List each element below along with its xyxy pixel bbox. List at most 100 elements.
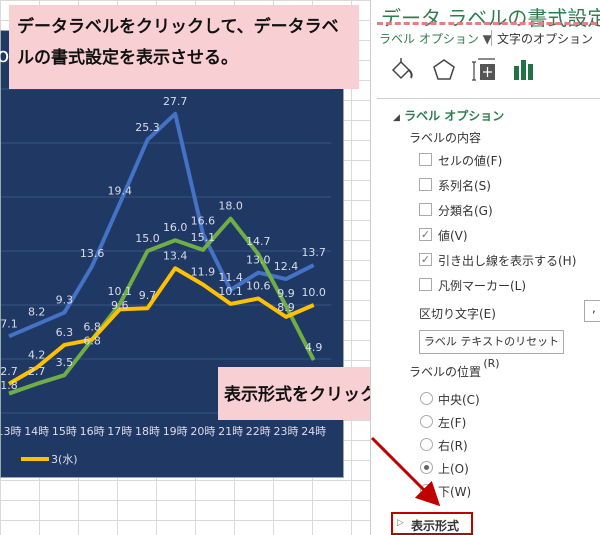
data-label: 19.4 [108, 184, 133, 197]
x-tick-label: 17時 [107, 425, 132, 438]
data-label: 13.4 [163, 249, 188, 262]
data-label: 7.1 [1, 317, 18, 330]
data-label: 9.3 [56, 294, 74, 307]
checkbox-label[interactable]: 分類名(G) [438, 204, 493, 218]
reset-label-text-button[interactable]: ラベル テキストのリセット(R) [419, 330, 564, 370]
data-label: 6.3 [56, 326, 74, 339]
fill-line-icon[interactable] [389, 56, 415, 84]
data-label: 14.7 [246, 235, 271, 248]
number-format-label: 表示形式 [411, 519, 460, 533]
data-label: 13.6 [80, 247, 105, 260]
data-label: 3.5 [56, 356, 74, 369]
dropdown-icon: ▼ [482, 32, 492, 46]
radio-label[interactable]: 中央(C) [438, 393, 480, 407]
label-contents-heading: ラベルの内容 [409, 131, 482, 145]
x-tick-label: 18時 [135, 425, 160, 438]
tab-label: ラベル オプション [379, 32, 479, 46]
checkbox-label[interactable]: 引き出し線を表示する(H) [438, 254, 577, 268]
checkbox-label[interactable]: セルの値(F) [438, 154, 503, 168]
data-label: 6.8 [83, 335, 101, 348]
radio-button[interactable] [420, 438, 433, 451]
tab-divider [491, 30, 492, 46]
effects-pentagon-icon[interactable] [431, 56, 457, 84]
radio-label[interactable]: 右(R) [438, 439, 468, 453]
data-label: 11.4 [218, 271, 243, 284]
line-chart[interactable]: o 13時14時15時16時17時18時19時20時21時22時23時24時 7.… [0, 30, 344, 478]
data-label: 16.0 [163, 221, 188, 234]
data-label: 13.7 [301, 246, 326, 259]
separator-label: 区切り文字(E) [419, 307, 496, 321]
format-data-labels-pane: データ ラベルの書式設定 ラベル オプション ▼ 文字のオプション ◢ ラベル … [370, 0, 600, 535]
collapse-triangle-icon: ◢ [393, 113, 400, 123]
pane-title: データ ラベルの書式設定 [381, 6, 600, 30]
x-tick-label: 23時 [274, 425, 299, 438]
x-tick-label: 19時 [163, 425, 188, 438]
x-tick-label: 21時 [218, 425, 243, 438]
data-label: 8.2 [28, 305, 46, 318]
chart-title: o [0, 43, 10, 67]
checkbox[interactable] [419, 278, 432, 291]
data-label: 11.9 [191, 265, 216, 278]
radio-button[interactable] [420, 415, 433, 428]
data-label: 16.6 [191, 215, 216, 228]
checkbox[interactable] [419, 153, 432, 166]
radio-label[interactable]: 下(W) [438, 485, 472, 499]
x-tick-label: 20時 [190, 425, 215, 438]
data-label: 8.9 [277, 301, 295, 314]
checkbox[interactable] [419, 178, 432, 191]
data-label: 13.0 [246, 254, 271, 267]
pane-divider [377, 98, 600, 99]
data-label: 9.7 [139, 289, 157, 302]
data-label: 27.7 [163, 95, 188, 108]
checkbox-label[interactable]: 値(V) [438, 229, 468, 243]
radio-label[interactable]: 左(F) [438, 416, 467, 430]
label-position-heading: ラベルの位置 [409, 365, 482, 379]
tab-text-options[interactable]: 文字のオプション [497, 32, 594, 46]
data-label: 4.9 [305, 341, 323, 354]
series-line [8, 216, 316, 396]
x-tick-label: 14時 [24, 425, 49, 438]
legend-label: 3(水) [51, 453, 78, 466]
separator-select[interactable]: , [584, 300, 600, 322]
checkbox-label[interactable]: 凡例マーカー(L) [438, 279, 527, 293]
data-label: 1.8 [1, 379, 18, 392]
x-tick-label: 24時 [301, 425, 326, 438]
x-tick-label: 22時 [246, 425, 271, 438]
data-label: 15.1 [191, 231, 216, 244]
checkbox[interactable] [419, 203, 432, 216]
chart-plot[interactable]: 13時14時15時16時17時18時19時20時21時22時23時24時 7.1 2… [1, 31, 345, 479]
checkbox[interactable]: ✓ [419, 253, 432, 266]
title-underline [377, 22, 597, 25]
data-label: 12.4 [274, 260, 299, 273]
x-tick-label: 15時 [52, 425, 77, 438]
data-label: 18.0 [218, 200, 243, 213]
data-label: 25.3 [135, 121, 160, 134]
data-label: 10.1 [108, 285, 133, 298]
series-line [8, 111, 315, 339]
size-properties-icon[interactable] [471, 56, 497, 84]
label-options-chart-icon[interactable] [511, 56, 537, 84]
instruction-callout-format: 表示形式をクリック [218, 367, 398, 420]
data-label: 10.6 [246, 280, 271, 293]
radio-button[interactable] [420, 461, 433, 474]
expand-triangle-icon: ▷ [397, 518, 404, 528]
section-label-options[interactable]: ◢ ラベル オプション [393, 107, 504, 124]
data-label: 4.2 [28, 349, 46, 362]
data-label: 9.6 [111, 299, 129, 312]
radio-label[interactable]: 上(O) [438, 462, 469, 476]
section-title: ラベル オプション [404, 109, 505, 123]
separator-value: , [592, 301, 596, 315]
checkbox[interactable]: ✓ [419, 228, 432, 241]
data-label: 10.1 [218, 285, 243, 298]
radio-button[interactable] [420, 484, 433, 497]
radio-button[interactable] [420, 392, 433, 405]
x-tick-label: 13時 [1, 425, 22, 438]
data-label: 9.9 [277, 287, 295, 300]
data-label: 10.0 [301, 286, 326, 299]
data-label: 6.8 [83, 321, 101, 334]
number-format-section[interactable]: ▷ 表示形式 [391, 512, 473, 535]
tab-label-options[interactable]: ラベル オプション ▼ [379, 30, 492, 47]
series-line [7, 266, 315, 386]
checkbox-label[interactable]: 系列名(S) [438, 179, 491, 193]
data-label: 2.7 [1, 365, 18, 378]
